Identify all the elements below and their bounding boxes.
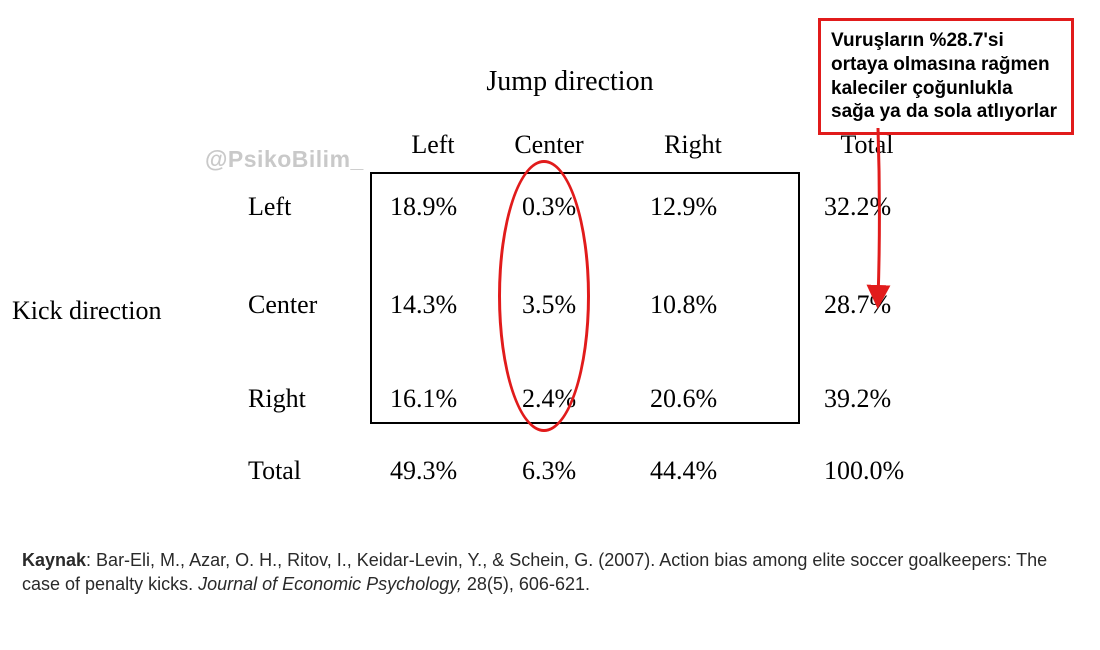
citation-label: Kaynak bbox=[22, 550, 86, 570]
row-label-right: Right bbox=[248, 384, 306, 414]
citation-text: Kaynak: Bar-Eli, M., Azar, O. H., Ritov,… bbox=[22, 548, 1078, 597]
cell-r1c0: 14.3% bbox=[390, 290, 457, 320]
column-axis-title: Jump direction bbox=[420, 66, 720, 98]
col-header-center: Center bbox=[504, 130, 594, 160]
cell-r3c1: 6.3% bbox=[522, 456, 576, 486]
cell-r3c2: 44.4% bbox=[650, 456, 717, 486]
cell-r2c3: 39.2% bbox=[824, 384, 891, 414]
col-header-left: Left bbox=[388, 130, 478, 160]
col-header-right: Right bbox=[648, 130, 738, 160]
cell-r2c0: 16.1% bbox=[390, 384, 457, 414]
row-label-total: Total bbox=[248, 456, 301, 486]
cell-r0c0: 18.9% bbox=[390, 192, 457, 222]
highlight-ellipse bbox=[498, 160, 590, 432]
cell-r3c3: 100.0% bbox=[824, 456, 904, 486]
callout-box: Vuruşların %28.7'si ortaya olmasına rağm… bbox=[818, 18, 1074, 135]
citation-journal: Journal of Economic Psychology, bbox=[198, 574, 462, 594]
cell-r0c3: 32.2% bbox=[824, 192, 891, 222]
citation-rest: 28(5), 606-621. bbox=[462, 574, 590, 594]
watermark-handle: @PsikoBilim_ bbox=[205, 146, 364, 173]
cell-r0c2: 12.9% bbox=[650, 192, 717, 222]
cell-r3c0: 49.3% bbox=[390, 456, 457, 486]
cell-r1c2: 10.8% bbox=[650, 290, 717, 320]
row-label-center: Center bbox=[248, 290, 317, 320]
figure-stage: { "title": "Jump direction", "row_axis":… bbox=[0, 0, 1100, 650]
row-axis-title: Kick direction bbox=[12, 296, 161, 326]
row-label-left: Left bbox=[248, 192, 291, 222]
cell-r1c3: 28.7% bbox=[824, 290, 891, 320]
cell-r2c2: 20.6% bbox=[650, 384, 717, 414]
